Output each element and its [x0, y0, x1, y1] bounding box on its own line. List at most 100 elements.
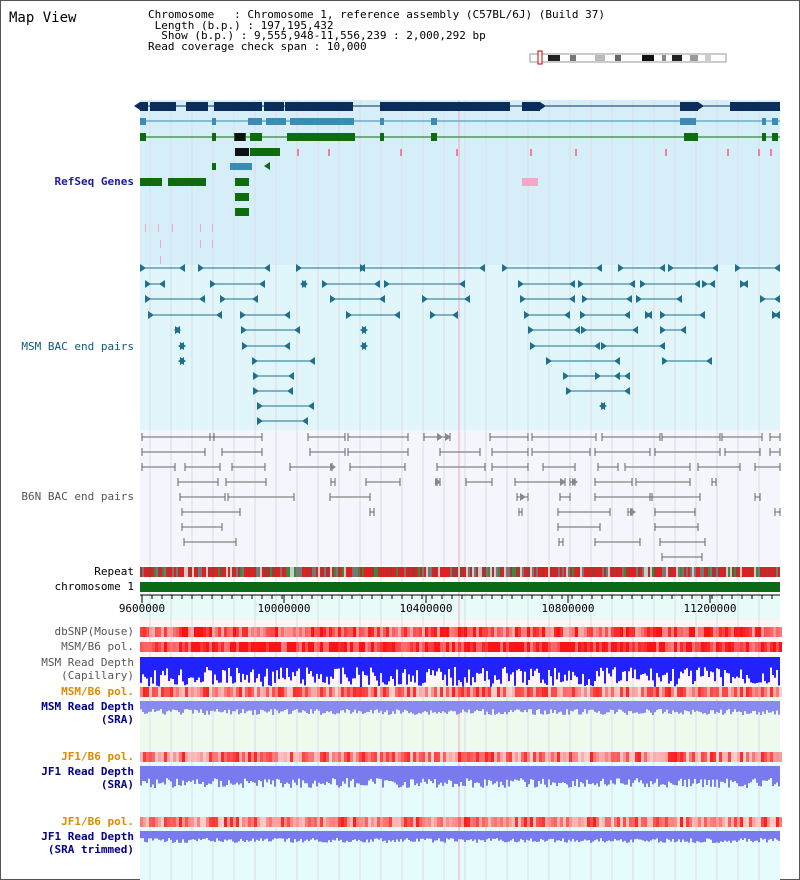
jf1-b6-pol-heat-2 — [404, 817, 407, 827]
track-label-jf1-depth-trim-2[interactable]: (SRA trimmed) — [47, 843, 134, 856]
repeat-block — [244, 567, 246, 577]
msm-b6-pol-heat-2 — [674, 687, 677, 697]
msm-b6-pol-heat-2 — [347, 687, 350, 697]
track-label-refseq-genes[interactable]: RefSeq Genes — [54, 175, 134, 188]
jf1-sra-depth-bar — [412, 766, 414, 780]
dbsnp-heat — [551, 627, 554, 637]
msm-capillary-depth-bar — [382, 657, 384, 683]
dbsnp-heat — [611, 627, 614, 637]
msm-b6-pol-heat — [563, 642, 566, 652]
jf1-trim-depth-bar — [492, 831, 494, 839]
msm-sra-depth-bar — [600, 701, 602, 714]
repeat-block — [234, 567, 236, 577]
msm-b6-pol-heat-2 — [344, 687, 347, 697]
msm-b6-pol-heat — [521, 642, 524, 652]
track-label-msm-depth-sra-2[interactable]: (SRA) — [100, 713, 134, 726]
dbsnp-heat — [542, 627, 545, 637]
track-label-chromosome[interactable]: chromosome 1 — [54, 580, 134, 593]
jf1-b6-pol-heat — [611, 752, 614, 762]
repeat-block — [566, 567, 568, 577]
dbsnp-heat — [185, 627, 188, 637]
jf1-trim-depth-bar — [540, 831, 542, 839]
msm-capillary-depth-bar — [712, 657, 714, 673]
jf1-trim-depth-bar — [594, 831, 596, 841]
msm-sra-depth-bar — [356, 701, 358, 714]
msm-capillary-depth-bar — [536, 657, 538, 669]
track-label-msm-b6-pol-2[interactable]: MSM/B6 pol. — [61, 685, 134, 698]
track-label-msm-depth-capillary-1[interactable]: MSM Read Depth — [41, 656, 134, 669]
jf1-b6-pol-heat — [662, 752, 665, 762]
jf1-trim-depth-bar — [324, 831, 326, 843]
msm-sra-depth-bar — [638, 701, 640, 714]
msm-b6-pol-heat — [710, 642, 713, 652]
msm-b6-pol-heat — [545, 642, 548, 652]
jf1-trim-depth-bar — [572, 831, 574, 839]
msm-b6-pol-heat — [527, 642, 530, 652]
msm-b6-pol-heat-2 — [215, 687, 218, 697]
track-label-jf1-depth-trim-1[interactable]: JF1 Read Depth — [41, 830, 134, 843]
track-label-msm-depth-capillary-2[interactable]: (Capillary) — [61, 669, 134, 682]
jf1-trim-depth-bar — [556, 831, 558, 841]
track-label-jf1-depth-sra-2[interactable]: (SRA) — [100, 778, 134, 791]
repeat-block — [242, 567, 244, 577]
jf1-sra-depth-bar — [462, 766, 464, 786]
jf1-b6-pol-heat-2 — [707, 817, 710, 827]
track-label-jf1-b6-pol[interactable]: JF1/B6 pol. — [61, 750, 134, 763]
msm-b6-pol-heat-2 — [395, 687, 398, 697]
jf1-trim-depth-bar — [778, 831, 780, 842]
repeat-block — [168, 567, 170, 577]
msm-sra-depth-bar — [470, 701, 472, 714]
jf1-sra-depth-bar — [728, 766, 730, 788]
dbsnp-heat — [725, 627, 728, 637]
msm-b6-pol-heat — [431, 642, 434, 652]
msm-capillary-depth-bar — [566, 657, 568, 681]
jf1-trim-depth-bar — [712, 831, 714, 843]
msm-b6-pol-heat-2 — [176, 687, 179, 697]
msm-bac-end — [284, 342, 290, 350]
track-label-dbsnp[interactable]: dbSNP(Mouse) — [54, 625, 134, 638]
jf1-sra-depth-bar — [144, 766, 146, 782]
track-label-jf1-b6-pol-2[interactable]: JF1/B6 pol. — [61, 815, 134, 828]
jf1-b6-pol-heat — [689, 752, 692, 762]
track-label-b6n-bac[interactable]: B6N BAC end pairs — [21, 490, 134, 503]
msm-b6-pol-heat-2 — [302, 687, 305, 697]
jf1-sra-depth-bar — [164, 766, 166, 785]
track-label-msm-bac[interactable]: MSM BAC end pairs — [21, 340, 134, 353]
jf1-sra-depth-bar — [372, 766, 374, 782]
repeat-block — [658, 567, 660, 577]
dbsnp-heat — [626, 627, 629, 637]
jf1-b6-pol-heat-2 — [230, 817, 233, 827]
msm-capillary-depth-bar — [336, 657, 338, 669]
msm-sra-depth-bar — [528, 701, 530, 710]
jf1-trim-depth-bar — [368, 831, 370, 843]
jf1-sra-depth-bar — [584, 766, 586, 787]
track-label-jf1-depth-sra-1[interactable]: JF1 Read Depth — [41, 765, 134, 778]
msm-b6-pol-heat — [548, 642, 551, 652]
track-label-msm-b6-pol[interactable]: MSM/B6 pol. — [61, 640, 134, 653]
repeat-block — [572, 567, 574, 577]
msm-sra-depth-bar — [562, 701, 564, 715]
jf1-trim-depth-bar — [288, 831, 290, 839]
jf1-sra-depth-bar — [648, 766, 650, 788]
msm-capillary-depth-bar — [162, 657, 164, 671]
dbsnp-heat — [569, 627, 572, 637]
track-label-msm-depth-sra-1[interactable]: MSM Read Depth — [41, 700, 134, 713]
msm-b6-pol-heat — [701, 642, 704, 652]
msm-b6-pol-heat — [629, 642, 632, 652]
jf1-b6-pol-heat — [656, 752, 659, 762]
repeat-block — [348, 567, 350, 577]
msm-b6-pol-heat-2 — [707, 687, 710, 697]
jf1-sra-depth-bar — [538, 766, 540, 782]
msm-capillary-depth-bar — [740, 657, 742, 670]
track-label-repeat[interactable]: Repeat — [94, 565, 134, 578]
msm-b6-pol-heat-2 — [548, 687, 551, 697]
jf1-trim-depth-bar — [626, 831, 628, 843]
jf1-b6-pol-heat — [605, 752, 608, 762]
msm-b6-pol-heat-2 — [734, 687, 737, 697]
jf1-sra-depth-bar — [306, 766, 308, 784]
repeat-block — [364, 567, 366, 577]
jf1-sra-depth-bar — [618, 766, 620, 779]
msm-b6-pol-heat — [311, 642, 314, 652]
jf1-trim-depth-bar — [636, 831, 638, 839]
